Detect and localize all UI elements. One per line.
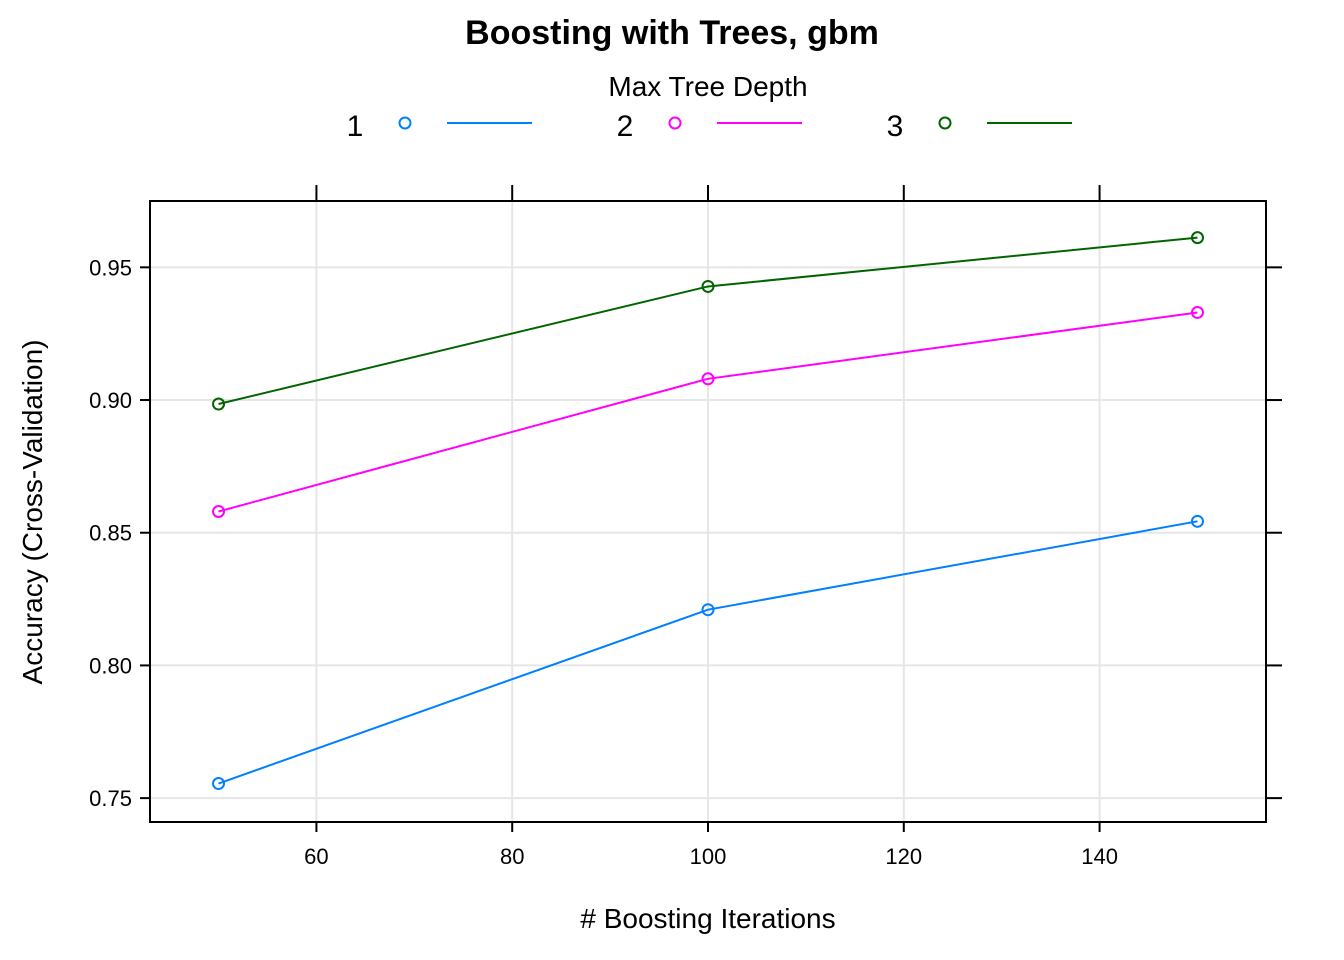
legend-marker-3 [938,116,952,130]
series-3-point [212,397,226,411]
y-axis-title: Accuracy (Cross-Validation) [17,340,48,685]
series-1-point [212,777,226,791]
x-axis-title: # Boosting Iterations [580,903,835,934]
series-2-point [1190,305,1204,319]
x-tick-label: 100 [690,844,727,869]
series-3-point [1190,231,1204,245]
series-2-line [218,311,1198,513]
x-tick-label: 60 [304,844,328,869]
series-layer [212,231,1204,791]
legend-marker-1 [398,116,412,130]
legend: 1 2 3 [347,110,1072,143]
legend-label-1: 1 [347,110,364,143]
series-3-point [701,279,715,293]
y-tick-label: 0.90 [89,388,132,413]
grid [150,201,1266,822]
series-3-line [218,236,1198,405]
series-2-point [701,372,715,386]
x-tick-label: 120 [885,844,922,869]
series-1-point [701,603,715,617]
series-1-line [218,520,1198,785]
x-tick-label: 140 [1081,844,1118,869]
y-tick-label: 0.75 [89,786,132,811]
series-2-point [212,505,226,518]
legend-label-3: 3 [887,110,904,143]
chart-title: Boosting with Trees, gbm [465,14,879,52]
legend-label-2: 2 [617,110,634,143]
series-1-point [1190,514,1204,528]
legend-title: Max Tree Depth [608,71,807,102]
y-tick-label: 0.80 [89,653,132,678]
legend-marker-2 [668,116,682,130]
y-tick-label: 0.95 [89,255,132,280]
axis-ticks: 60 80 100 120 140 0.75 0.80 0.85 0.90 0.95 [89,185,1282,869]
y-tick-label: 0.85 [89,521,132,546]
x-tick-label: 80 [500,844,524,869]
